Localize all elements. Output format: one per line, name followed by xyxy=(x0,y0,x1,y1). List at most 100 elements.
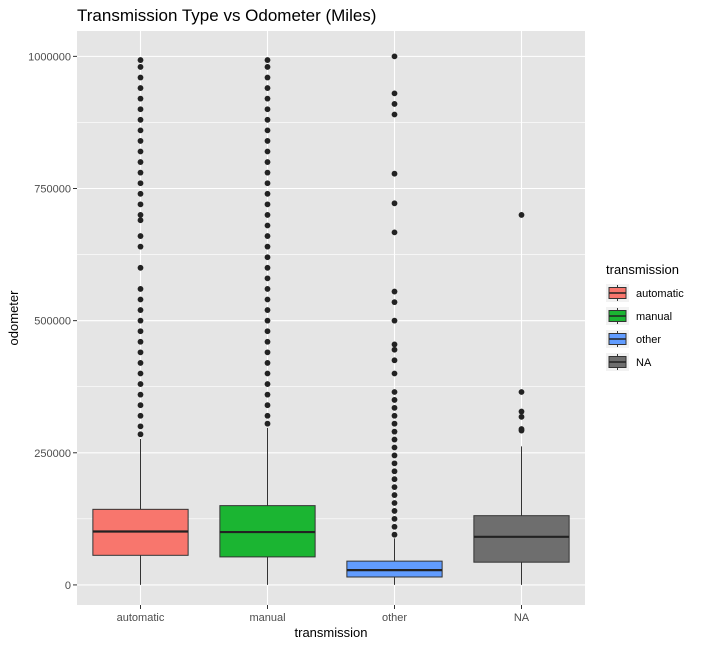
legend-label: manual xyxy=(636,311,672,323)
outlier-point xyxy=(264,95,271,102)
outlier-point xyxy=(137,138,144,144)
outlier-point xyxy=(391,111,398,118)
outlier-point xyxy=(264,212,271,218)
outlier-point xyxy=(264,381,271,387)
outlier-point xyxy=(264,159,271,165)
outlier-point xyxy=(264,64,271,70)
outlier-point xyxy=(137,217,144,224)
outlier-point xyxy=(264,106,271,113)
outlier-point xyxy=(137,85,144,91)
y-tick-label: 750000 xyxy=(34,184,71,196)
legend-key-automatic xyxy=(606,284,629,302)
outlier-point xyxy=(518,426,525,432)
outlier-point xyxy=(137,95,144,102)
outlier-point xyxy=(264,349,271,356)
outlier-point xyxy=(137,381,144,387)
outlier-point xyxy=(391,288,398,295)
outlier-point xyxy=(264,74,271,81)
legend-label: NA xyxy=(636,357,652,369)
outlier-point xyxy=(391,468,398,475)
outlier-point xyxy=(264,127,271,134)
outlier-point xyxy=(391,229,398,236)
outlier-point xyxy=(391,370,398,377)
outlier-point xyxy=(264,222,271,229)
outlier-point xyxy=(137,370,144,377)
outlier-point xyxy=(137,212,144,218)
outlier-point xyxy=(137,423,144,430)
outlier-point xyxy=(391,460,398,467)
outlier-point xyxy=(264,420,271,427)
outlier-point xyxy=(391,420,398,427)
outlier-point xyxy=(264,264,271,271)
outlier-point xyxy=(137,233,144,239)
outlier-point xyxy=(391,170,398,177)
outlier-point xyxy=(137,57,144,63)
x-tick-label: manual xyxy=(249,612,285,624)
outlier-point xyxy=(391,404,398,411)
outlier-point xyxy=(264,402,271,409)
outlier-point xyxy=(264,307,271,313)
legend: transmission automatic manual other NA xyxy=(606,262,684,371)
outlier-point xyxy=(391,444,398,451)
x-axis: automatic manual other NA xyxy=(117,605,530,624)
outlier-point xyxy=(391,531,398,538)
outlier-point xyxy=(137,307,144,313)
outlier-point xyxy=(264,233,271,239)
outlier-point xyxy=(264,338,271,345)
outlier-point xyxy=(137,106,144,113)
x-tick-label: NA xyxy=(514,612,530,624)
outlier-point xyxy=(137,264,144,271)
outlier-point xyxy=(137,412,144,419)
outlier-point xyxy=(391,53,398,60)
outlier-point xyxy=(264,254,271,261)
y-tick-label: 0 xyxy=(65,580,71,592)
outlier-point xyxy=(137,338,144,345)
outlier-point xyxy=(391,515,398,522)
outlier-point xyxy=(264,116,271,123)
outlier-point xyxy=(137,169,144,176)
chart-title: Transmission Type vs Odometer (Miles) xyxy=(77,6,376,25)
outlier-point xyxy=(137,286,144,292)
boxes xyxy=(92,53,570,585)
outlier-point xyxy=(137,148,144,155)
y-axis: 0 250000 500000 750000 1000000 xyxy=(28,51,77,592)
box-na xyxy=(473,212,570,585)
outlier-point xyxy=(137,64,144,70)
outlier-point xyxy=(391,317,398,324)
outlier-point xyxy=(391,101,398,107)
box-iqr xyxy=(473,515,570,563)
y-axis-title: odometer xyxy=(6,290,21,346)
outlier-point xyxy=(518,389,525,395)
outlier-point xyxy=(137,127,144,134)
outlier-point xyxy=(391,389,398,395)
outlier-point xyxy=(137,328,144,335)
outlier-point xyxy=(264,201,271,208)
outlier-point xyxy=(264,180,271,187)
outlier-point xyxy=(391,341,398,348)
outlier-point xyxy=(391,412,398,419)
outlier-point xyxy=(264,243,271,250)
outlier-point xyxy=(391,90,398,97)
outlier-point xyxy=(137,190,144,197)
y-tick-label: 250000 xyxy=(34,448,71,460)
outlier-point xyxy=(264,275,271,282)
outlier-point xyxy=(391,452,398,459)
outlier-point xyxy=(391,484,398,491)
legend-key-other xyxy=(606,330,629,348)
x-tick-label: other xyxy=(382,612,407,624)
outlier-point xyxy=(264,328,271,335)
outlier-point xyxy=(137,180,144,187)
outlier-point xyxy=(391,346,398,353)
outlier-point xyxy=(137,159,144,165)
outlier-point xyxy=(264,190,271,197)
outlier-point xyxy=(391,508,398,514)
outlier-point xyxy=(391,397,398,403)
outlier-point xyxy=(264,412,271,419)
outlier-point xyxy=(391,357,398,364)
y-tick-label: 500000 xyxy=(34,316,71,328)
outlier-point xyxy=(518,212,525,218)
outlier-point xyxy=(264,296,271,303)
outlier-point xyxy=(391,436,398,443)
outlier-point xyxy=(137,201,144,208)
